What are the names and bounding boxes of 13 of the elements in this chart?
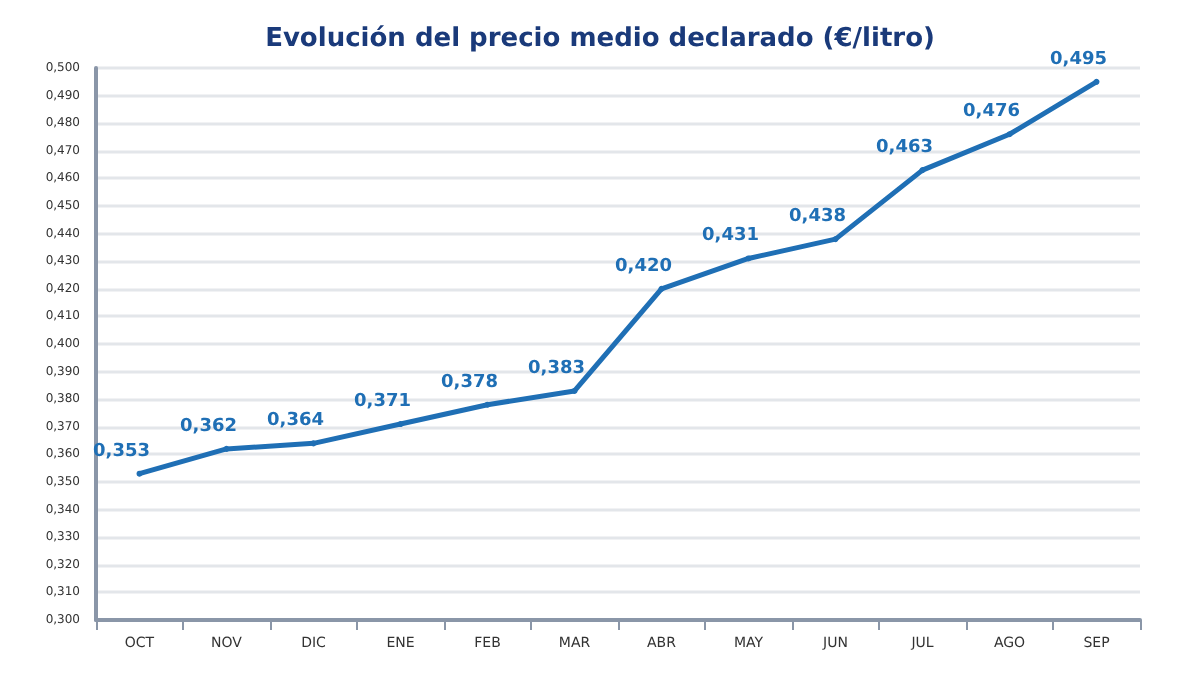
data-label: 0,371	[354, 392, 411, 413]
data-label: 0,378	[441, 372, 498, 393]
data-label: 0,431	[702, 226, 759, 247]
data-label: 0,476	[963, 102, 1020, 123]
data-label: 0,420	[615, 256, 672, 277]
data-label: 0,353	[93, 441, 150, 462]
data-label: 0,438	[789, 207, 846, 228]
data-label: 0,463	[876, 138, 933, 159]
chart-title: Evolución del precio medio declarado (€/litro)	[265, 24, 935, 54]
data-label: 0,362	[180, 416, 237, 437]
data-label: 0,383	[528, 358, 585, 379]
data-label: 0,495	[1050, 49, 1107, 70]
data-label: 0,364	[267, 411, 324, 432]
